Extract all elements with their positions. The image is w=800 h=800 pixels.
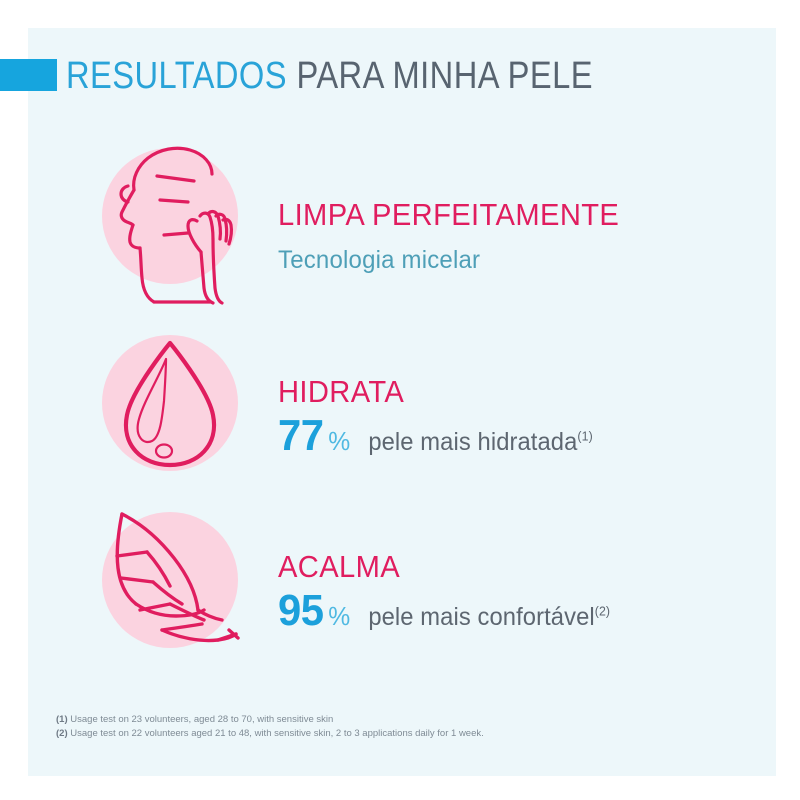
footnote-text: Usage test on 22 volunteers aged 21 to 4… [70, 728, 484, 739]
footnotes: (1) Usage test on 23 volunteers, aged 28… [56, 713, 756, 741]
face-touching-cheek-icon [100, 138, 250, 308]
feather-icon [100, 500, 250, 670]
stat-label: pele mais confortável(2) [368, 603, 610, 632]
page-title: RESULTADOS PARA MINHA PELE [66, 47, 593, 105]
benefit-row-hydration: HIDRATA 77 % pele mais hidratada(1) [28, 323, 776, 493]
stat-unit: % [328, 426, 351, 456]
stat-label-text: pele mais hidratada [368, 428, 578, 456]
stat-value: 95 [278, 586, 324, 635]
stat-unit: % [328, 601, 351, 631]
benefit-subtitle: Tecnologia micelar [278, 246, 481, 274]
benefit-stat: 95 % pele mais confortável(2) [278, 586, 610, 636]
benefit-row-soothing: ACALMA 95 % pele mais confortável(2) [28, 500, 776, 675]
footnote-text: Usage test on 23 volunteers, aged 28 to … [70, 714, 334, 725]
footnote-ref: (1) [577, 428, 593, 444]
page-title-highlight: RESULTADOS [66, 55, 288, 97]
footnote-marker: (2) [56, 728, 68, 739]
benefit-heading: HIDRATA [278, 374, 405, 409]
stat-value: 77 [278, 411, 324, 460]
benefit-stat: 77 % pele mais hidratada(1) [278, 411, 593, 461]
stat-label-text: pele mais confortável [368, 603, 595, 631]
results-poster: RESULTADOS PARA MINHA PELE [0, 28, 776, 776]
benefit-row-cleansing: LIMPA PERFEITAMENTE Tecnologia micelar [28, 138, 776, 308]
footnote-ref: (2) [594, 603, 611, 619]
footnote-marker: (1) [56, 714, 68, 725]
page-title-rest: PARA MINHA PELE [296, 55, 593, 97]
accent-square-decoration [0, 59, 57, 91]
water-droplet-icon [100, 323, 250, 493]
stat-label: pele mais hidratada(1) [368, 428, 592, 457]
benefit-heading: LIMPA PERFEITAMENTE [278, 197, 620, 232]
footnote-item: (2) Usage test on 22 volunteers aged 21 … [56, 727, 756, 741]
footnote-item: (1) Usage test on 23 volunteers, aged 28… [56, 713, 756, 727]
poster-header: RESULTADOS PARA MINHA PELE [0, 55, 776, 119]
benefit-heading: ACALMA [278, 549, 401, 584]
